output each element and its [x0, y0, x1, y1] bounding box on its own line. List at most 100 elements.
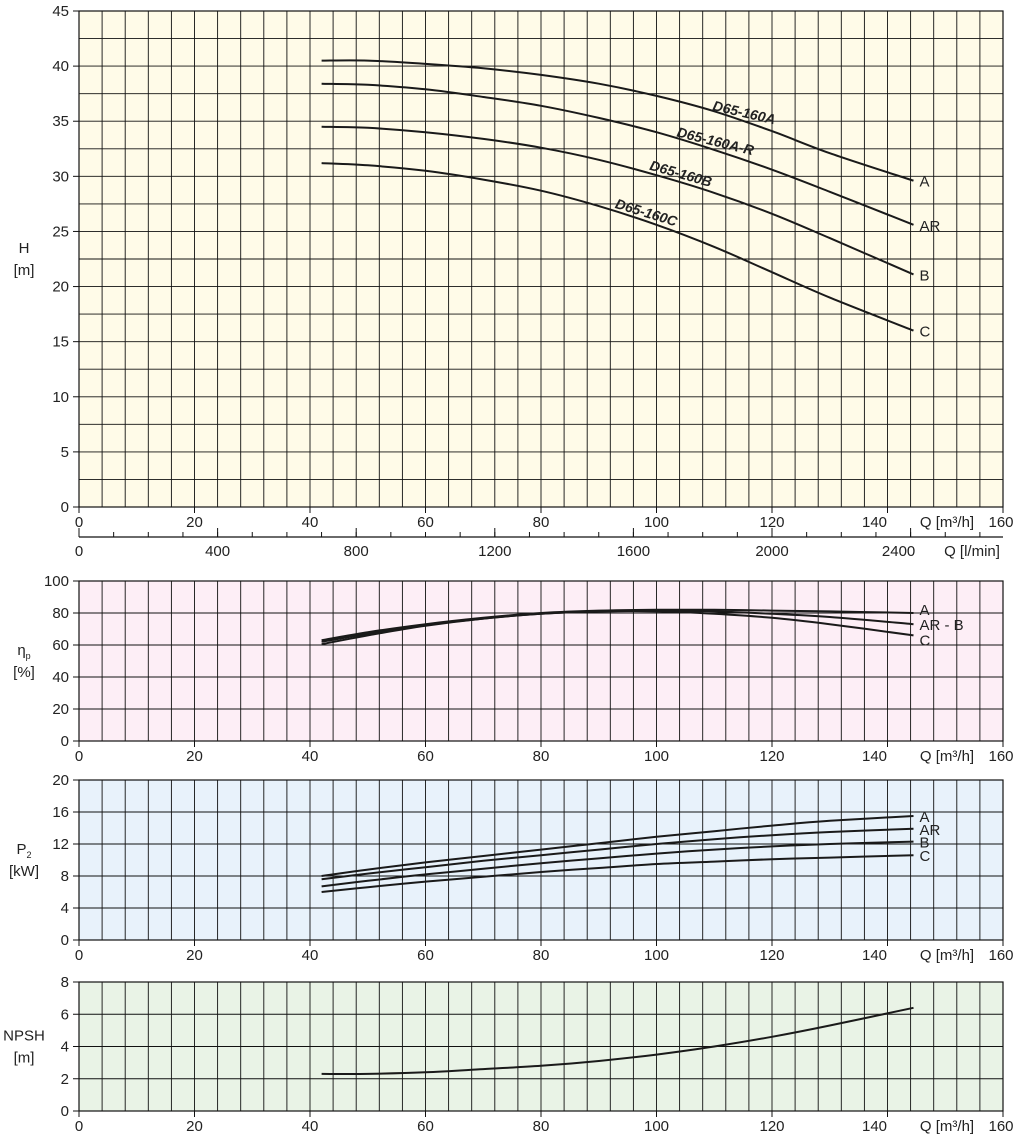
- efficiency-xtick-label: 100: [644, 748, 669, 765]
- head-series-label: C: [919, 324, 930, 341]
- npsh-curve-npsh: [321, 1006, 914, 1076]
- power-ytick-label: 4: [61, 900, 69, 917]
- power-xtick-label: 20: [186, 947, 203, 964]
- power-panel: 0 4 8 12 16 20 0 20 40 60 80 100 120 140 160 Q [m³/h] P2…: [9, 772, 1014, 964]
- power-curve-b: [321, 840, 914, 888]
- head-ytick-label: 40: [52, 58, 69, 75]
- npsh-xtick-label: 140: [862, 1118, 887, 1135]
- head-ytick-label: 25: [52, 223, 69, 240]
- head-xtick-label: 40: [302, 514, 319, 531]
- lmin-tick-label: 400: [205, 543, 230, 560]
- head-ytick-label: 5: [61, 444, 69, 461]
- power-ytick-label: 0: [61, 932, 69, 949]
- efficiency-xaxis-label: Q [m³/h]: [920, 748, 974, 765]
- lmin-tick-label: 800: [344, 543, 369, 560]
- efficiency-curve-c: [321, 610, 914, 646]
- head-ytick-label: 45: [52, 3, 69, 20]
- power-xtick-label: 140: [862, 947, 887, 964]
- npsh-ytick-label: 0: [61, 1103, 69, 1120]
- head-series-label: B: [919, 267, 929, 284]
- power-xtick-label: 100: [644, 947, 669, 964]
- efficiency-ytick-label: 60: [52, 637, 69, 654]
- power-curve-ar: [321, 827, 914, 881]
- head-ytick-label: 0: [61, 499, 69, 516]
- power-ytick-label: 20: [52, 772, 69, 789]
- efficiency-xtick-label: 60: [417, 748, 434, 765]
- npsh-ytick-label: 8: [61, 974, 69, 991]
- npsh-xtick-label: 120: [759, 1118, 784, 1135]
- efficiency-ytick-label: 0: [61, 733, 69, 750]
- head-ytick-label: 15: [52, 334, 69, 351]
- npsh-xaxis-label: Q [m³/h]: [920, 1118, 974, 1135]
- npsh-xtick-label: 60: [417, 1118, 434, 1135]
- head-xtick-label: 160: [988, 514, 1013, 531]
- head-curve-b: [321, 125, 914, 276]
- efficiency-xtick-label: 80: [533, 748, 550, 765]
- lmin-tick-label: 1600: [617, 543, 650, 560]
- efficiency-ytick-label: 20: [52, 701, 69, 718]
- power-yaxis-unit: [kW]: [9, 863, 39, 880]
- power-xtick-label: 40: [302, 947, 319, 964]
- head-xtick-label: 0: [75, 514, 83, 531]
- lmin-tick-label: 0: [75, 543, 83, 560]
- efficiency-ytick-label: 80: [52, 605, 69, 622]
- efficiency-series-label: C: [919, 632, 930, 649]
- power-ytick-label: 12: [52, 836, 69, 853]
- lmin-tick-label: 2000: [755, 543, 788, 560]
- efficiency-yaxis-unit: [%]: [13, 664, 35, 681]
- power-xtick-label: 60: [417, 947, 434, 964]
- power-xtick-label: 120: [759, 947, 784, 964]
- head-ytick-label: 10: [52, 389, 69, 406]
- power-xtick-label: 80: [533, 947, 550, 964]
- power-ytick-label: 8: [61, 868, 69, 885]
- npsh-xtick-label: 40: [302, 1118, 319, 1135]
- lmin-axis-label: Q [l/min]: [944, 543, 1000, 560]
- head-ytick-label: 35: [52, 113, 69, 130]
- head-series-label: AR: [919, 218, 940, 235]
- head-xtick-label: 100: [644, 514, 669, 531]
- power-series-label: B: [919, 835, 929, 852]
- head-xaxis-label: Q [m³/h]: [920, 514, 974, 531]
- npsh-ytick-label: 4: [61, 1039, 69, 1056]
- lmin-tick-label: 2400: [882, 543, 915, 560]
- power-xaxis-label: Q [m³/h]: [920, 947, 974, 964]
- efficiency-xtick-label: 140: [862, 748, 887, 765]
- lmin-tick-label: 1200: [478, 543, 511, 560]
- efficiency-xtick-label: 160: [988, 748, 1013, 765]
- npsh-yaxis-label: NPSH: [3, 1028, 45, 1045]
- head-xtick-label: 140: [862, 514, 887, 531]
- npsh-xtick-label: 0: [75, 1118, 83, 1135]
- power-series-label: A: [919, 809, 929, 826]
- power-xtick-label: 160: [988, 947, 1013, 964]
- head-curve-ar: [321, 82, 914, 226]
- efficiency-series-label: A: [919, 602, 929, 619]
- npsh-ytick-label: 6: [61, 1006, 69, 1023]
- power-series-label: C: [919, 848, 930, 865]
- head-ytick-label: 30: [52, 168, 69, 185]
- npsh-xtick-label: 80: [533, 1118, 550, 1135]
- efficiency-xtick-label: 40: [302, 748, 319, 765]
- head-xtick-label: 120: [759, 514, 784, 531]
- efficiency-ytick-label: 100: [44, 573, 69, 590]
- head-yaxis-unit: [m]: [14, 262, 35, 279]
- power-xtick-label: 0: [75, 947, 83, 964]
- efficiency-series-label: AR - B: [919, 617, 963, 634]
- efficiency-xtick-label: 0: [75, 748, 83, 765]
- head-xtick-label: 60: [417, 514, 434, 531]
- npsh-xtick-label: 20: [186, 1118, 203, 1135]
- head-xtick-label: 20: [186, 514, 203, 531]
- head-yaxis-label: H: [19, 240, 30, 257]
- efficiency-ytick-label: 40: [52, 669, 69, 686]
- power-series-label: AR: [919, 822, 940, 839]
- head-xtick-label: 80: [533, 514, 550, 531]
- power-ytick-label: 16: [52, 804, 69, 821]
- head-ytick-label: 20: [52, 279, 69, 296]
- head-series-label: A: [919, 174, 929, 191]
- power-curve-c: [321, 854, 914, 893]
- lmin-axis: 0 400 800 1200 1600 2000 2400 Q [l/min]: [75, 528, 1003, 560]
- efficiency-yaxis-label: ηp: [17, 642, 30, 661]
- npsh-yaxis-unit: [m]: [14, 1050, 35, 1067]
- npsh-ytick-label: 2: [61, 1071, 69, 1088]
